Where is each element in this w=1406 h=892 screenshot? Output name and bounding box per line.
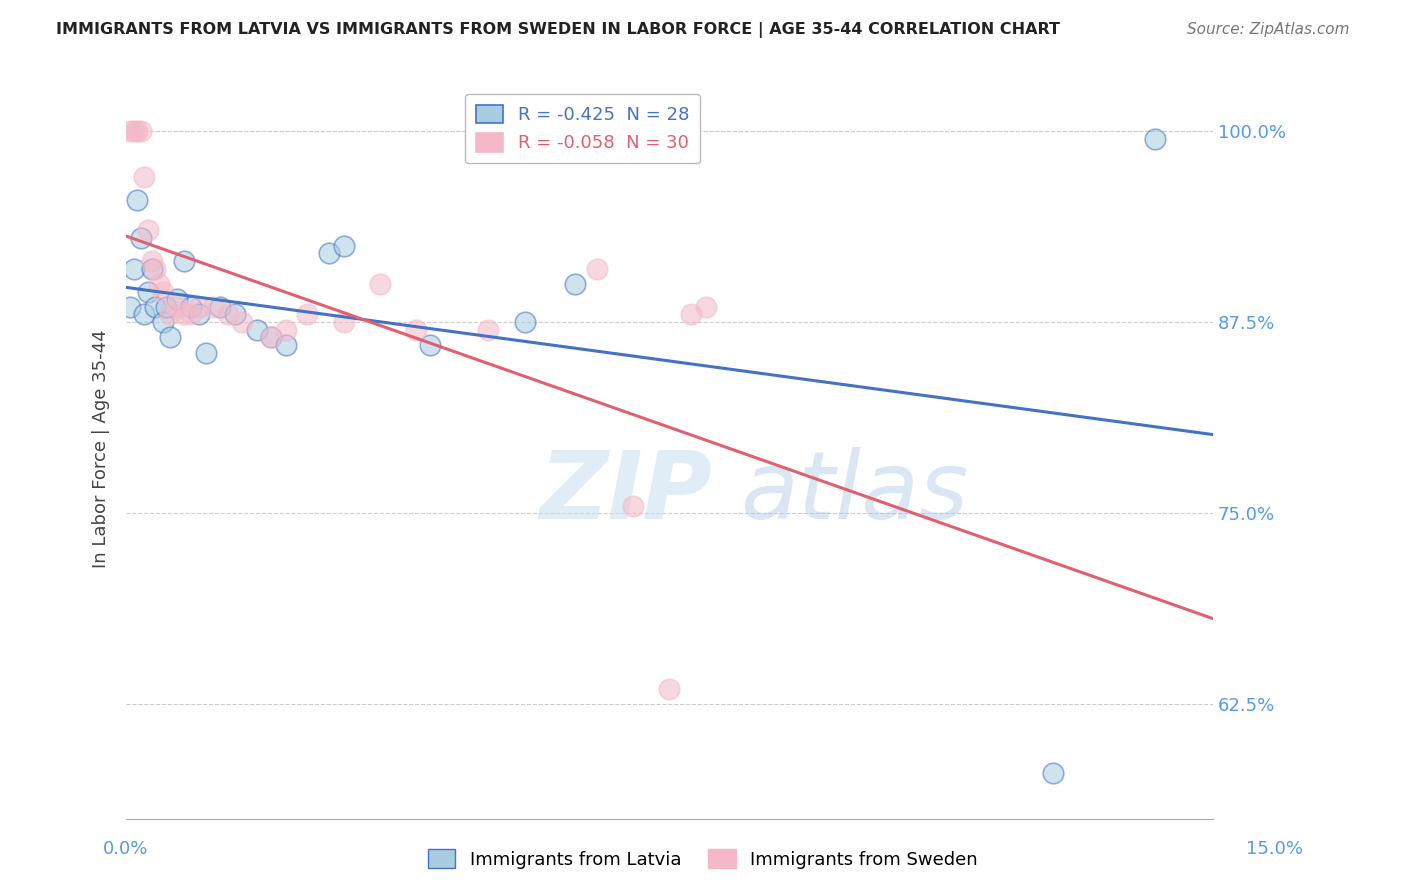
Point bbox=[127, 193, 149, 207]
Point bbox=[155, 300, 177, 314]
Point bbox=[141, 254, 163, 268]
Point bbox=[332, 238, 354, 252]
Point bbox=[202, 300, 225, 314]
Point bbox=[148, 277, 170, 291]
Point bbox=[129, 231, 152, 245]
Point bbox=[419, 338, 441, 352]
Text: IMMIGRANTS FROM LATVIA VS IMMIGRANTS FROM SWEDEN IN LABOR FORCE | AGE 35-44 CORR: IMMIGRANTS FROM LATVIA VS IMMIGRANTS FRO… bbox=[56, 22, 1060, 38]
Point bbox=[134, 169, 156, 184]
Point bbox=[136, 285, 159, 299]
Point bbox=[1042, 766, 1064, 780]
Point bbox=[152, 285, 174, 299]
Point bbox=[173, 254, 195, 268]
Point bbox=[194, 345, 217, 359]
Point bbox=[136, 223, 159, 237]
Point bbox=[513, 315, 536, 329]
Point bbox=[297, 308, 319, 322]
Point bbox=[260, 330, 283, 344]
Point bbox=[231, 315, 253, 329]
Point bbox=[246, 323, 269, 337]
Point bbox=[260, 330, 283, 344]
Text: atlas: atlas bbox=[740, 447, 969, 538]
Point bbox=[143, 300, 166, 314]
Point bbox=[274, 323, 297, 337]
Point bbox=[127, 124, 149, 138]
Point bbox=[134, 308, 156, 322]
Text: ZIP: ZIP bbox=[538, 447, 711, 539]
Text: 0.0%: 0.0% bbox=[103, 840, 148, 858]
Point bbox=[318, 246, 340, 260]
Point bbox=[187, 300, 209, 314]
Point bbox=[118, 300, 141, 314]
Text: 15.0%: 15.0% bbox=[1246, 840, 1303, 858]
Point bbox=[159, 308, 181, 322]
Legend: R = -0.425  N = 28, R = -0.058  N = 30: R = -0.425 N = 28, R = -0.058 N = 30 bbox=[465, 94, 700, 163]
Point bbox=[477, 323, 499, 337]
Point bbox=[368, 277, 391, 291]
Point bbox=[143, 261, 166, 276]
Point bbox=[187, 308, 209, 322]
Point bbox=[1143, 131, 1166, 145]
Point bbox=[118, 124, 141, 138]
Point bbox=[166, 300, 188, 314]
Point bbox=[122, 124, 145, 138]
Point bbox=[180, 300, 202, 314]
Point bbox=[217, 308, 239, 322]
Point bbox=[122, 261, 145, 276]
Point bbox=[695, 300, 717, 314]
Point bbox=[332, 315, 354, 329]
Legend: Immigrants from Latvia, Immigrants from Sweden: Immigrants from Latvia, Immigrants from … bbox=[422, 842, 984, 876]
Point bbox=[224, 308, 246, 322]
Point bbox=[586, 261, 609, 276]
Point bbox=[658, 681, 681, 696]
Point bbox=[141, 261, 163, 276]
Point bbox=[564, 277, 586, 291]
Point bbox=[159, 330, 181, 344]
Point bbox=[173, 308, 195, 322]
Point bbox=[166, 292, 188, 306]
Point bbox=[209, 300, 232, 314]
Y-axis label: In Labor Force | Age 35-44: In Labor Force | Age 35-44 bbox=[93, 329, 110, 567]
Point bbox=[152, 315, 174, 329]
Point bbox=[681, 308, 703, 322]
Point bbox=[180, 308, 202, 322]
Text: Source: ZipAtlas.com: Source: ZipAtlas.com bbox=[1187, 22, 1350, 37]
Point bbox=[129, 124, 152, 138]
Point bbox=[274, 338, 297, 352]
Point bbox=[405, 323, 427, 337]
Point bbox=[621, 499, 644, 513]
